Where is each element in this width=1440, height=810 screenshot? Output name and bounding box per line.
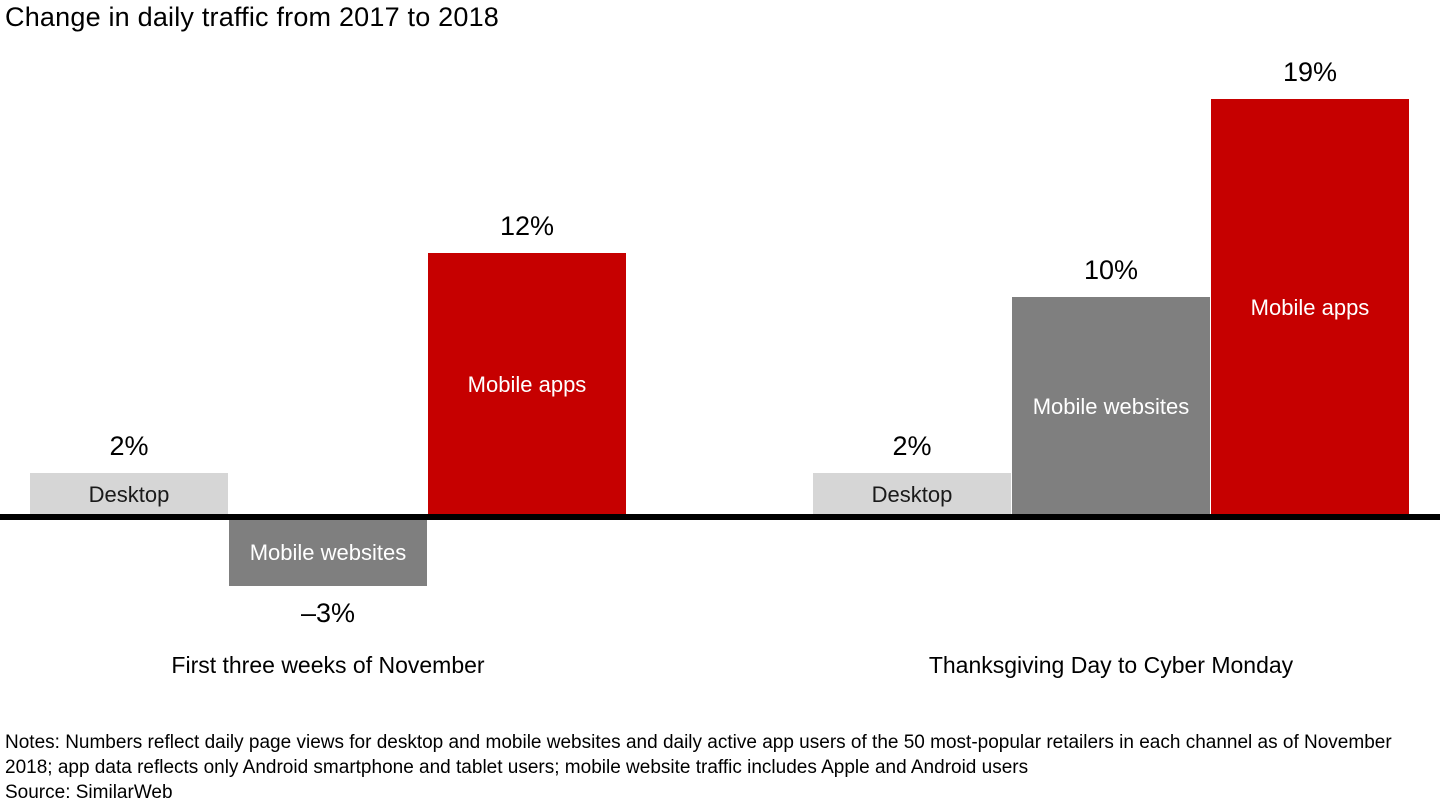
bar-series-label: Mobile websites <box>249 540 407 565</box>
bar-chart: Desktop 2% Mobile websites –3% Mobile apps 12… <box>0 57 1440 678</box>
x-axis-group-label: First three weeks of November <box>171 652 485 678</box>
bar-series-label: Mobile apps <box>1250 295 1370 320</box>
bar-series-label: Desktop <box>871 482 953 507</box>
zero-axis-line <box>0 514 1440 520</box>
bar-value-label: 12% <box>499 211 555 241</box>
chart-notes: Notes: Numbers reflect daily page views … <box>5 732 1392 779</box>
page-title: Change in daily traffic from 2017 to 201… <box>5 2 500 32</box>
bar-series-label: Mobile apps <box>467 372 587 397</box>
bar-series-label: Desktop <box>88 482 170 507</box>
bar-mobile-apps-group2: Mobile apps <box>1211 99 1409 517</box>
bar-value-label: 2% <box>892 431 932 461</box>
bar-value-label: 19% <box>1282 57 1338 87</box>
notes-block: Notes: Numbers reflect daily page views … <box>5 730 1437 805</box>
bar-desktop-group1: Desktop <box>30 473 228 517</box>
bar-value-label: 2% <box>109 431 149 461</box>
bar-mobile-websites-group1: Mobile websites <box>229 520 427 586</box>
bar-value-label: –3% <box>300 598 356 628</box>
bar-mobile-apps-group1: Mobile apps <box>428 253 626 517</box>
chart-source: Source: SimilarWeb <box>5 782 173 804</box>
bar-desktop-group2: Desktop <box>813 473 1011 517</box>
x-axis-group-label: Thanksgiving Day to Cyber Monday <box>928 652 1294 678</box>
bar-mobile-websites-group2: Mobile websites <box>1012 297 1210 517</box>
bar-value-label: 10% <box>1083 255 1139 285</box>
bar-series-label: Mobile websites <box>1032 394 1190 419</box>
